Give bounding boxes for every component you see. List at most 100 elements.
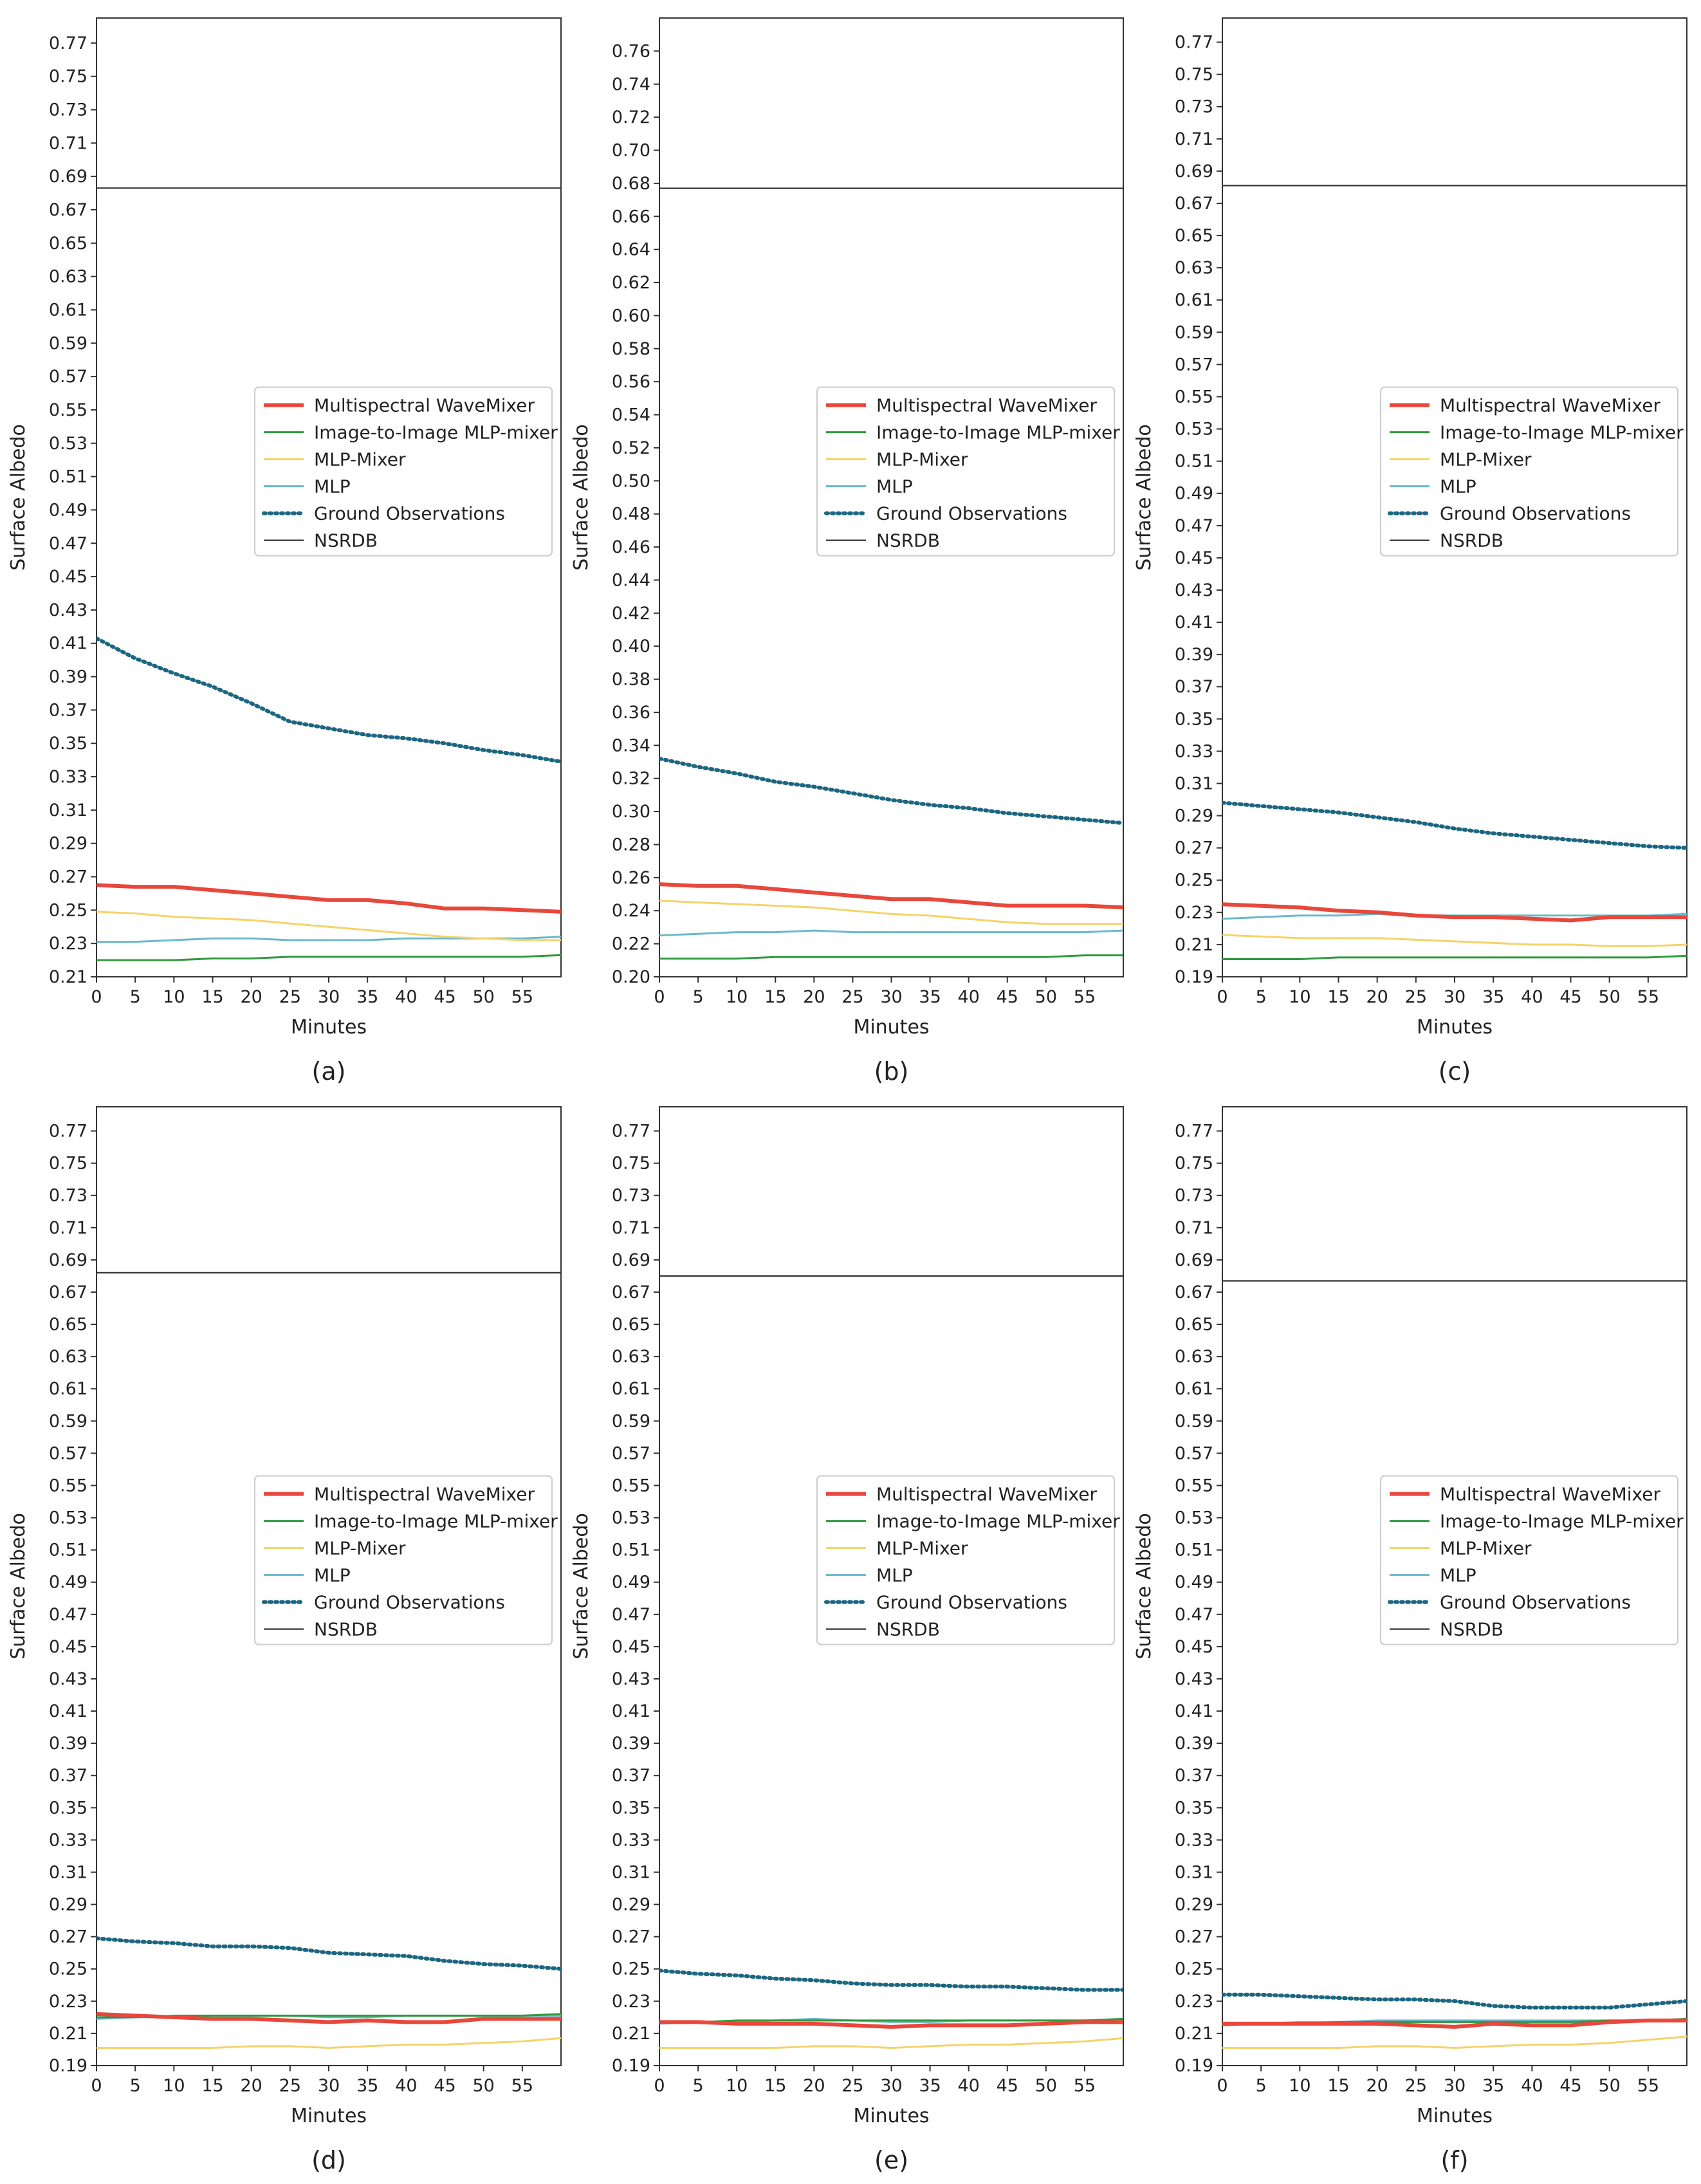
- x-tick-label: 10: [163, 2076, 185, 2096]
- x-tick-label: 15: [1327, 2076, 1349, 2096]
- y-tick-label: 0.51: [1175, 452, 1213, 472]
- legend-entry-mlp: MLP: [314, 1565, 351, 1586]
- x-tick-label: 20: [1366, 987, 1388, 1007]
- y-tick-label: 0.58: [612, 339, 650, 359]
- y-tick-label: 0.51: [49, 467, 87, 487]
- y-tick-label: 0.39: [49, 667, 87, 687]
- y-tick-label: 0.48: [612, 504, 650, 524]
- x-tick-label: 45: [1559, 987, 1581, 1007]
- x-tick-label: 5: [692, 987, 703, 1007]
- y-tick-label: 0.65: [1175, 1315, 1213, 1335]
- chart-panel-e: 0.19 0.21 0.23 0.25 0.27 0.29 0.31 0.33 0.35 0.37…: [570, 1106, 1124, 2174]
- legend-entry-ground-observations: Ground Observations: [1440, 503, 1631, 524]
- x-tick-label: 5: [1256, 2076, 1267, 2096]
- y-tick-label: 0.21: [1175, 2024, 1213, 2044]
- y-tick-label: 0.47: [49, 533, 87, 553]
- y-tick-label: 0.77: [612, 1122, 650, 1142]
- legend-box: [816, 386, 1115, 557]
- legend-entry-mlp: MLP: [876, 1565, 913, 1586]
- legend-entry-ground-observations: Ground Observations: [876, 503, 1067, 524]
- y-tick-label: 0.75: [49, 1154, 87, 1174]
- y-tick-label: 0.41: [1175, 613, 1213, 633]
- y-tick-label: 0.47: [612, 1605, 650, 1625]
- y-tick-label: 0.53: [1175, 1508, 1213, 1528]
- legend-entry-mlp-mixer: MLP-Mixer: [1440, 449, 1532, 470]
- y-tick-label: 0.29: [1175, 1895, 1213, 1915]
- y-tick-label: 0.19: [49, 2056, 87, 2076]
- y-tick-label: 0.69: [1175, 1250, 1213, 1270]
- legend-entry-image-to-image-mlp-mixer: Image-to-Image MLP-mixer: [876, 1511, 1120, 1532]
- x-tick-label: 50: [1035, 2076, 1057, 2096]
- series-line-ground-observations: [1222, 1992, 1687, 2010]
- legend: Multispectral WaveMixer Image-to-Image ML…: [254, 1475, 558, 1645]
- y-tick-label: 0.21: [49, 967, 87, 987]
- y-tick-label: 0.24: [612, 901, 650, 921]
- series-line-ground-observations: [97, 636, 561, 764]
- y-tick-label: 0.67: [49, 1282, 87, 1302]
- y-tick-label: 0.73: [49, 100, 87, 120]
- y-tick-label: 0.37: [612, 1766, 650, 1786]
- legend-entry-multispectral-wavemixer: Multispectral WaveMixer: [876, 1484, 1097, 1505]
- y-tick-label: 0.51: [1175, 1541, 1213, 1560]
- x-tick-label: 0: [91, 987, 102, 1007]
- y-tick-label: 0.71: [1175, 1218, 1213, 1238]
- legend-entry-mlp-mixer: MLP-Mixer: [1440, 1538, 1532, 1559]
- legend-box: [1380, 386, 1678, 557]
- legend-entry-multispectral-wavemixer: Multispectral WaveMixer: [314, 1484, 535, 1505]
- x-tick-label: 30: [880, 2076, 902, 2096]
- y-tick-label: 0.72: [612, 107, 650, 127]
- x-tick-label: 15: [1327, 987, 1349, 1007]
- series-line-multispectral-wavemixer: [1222, 902, 1687, 923]
- x-tick-label: 55: [511, 987, 533, 1007]
- legend-entry-image-to-image-mlp-mixer: Image-to-Image MLP-mixer: [1440, 422, 1684, 443]
- y-tick-label: 0.68: [612, 174, 650, 194]
- x-tick-label: 10: [726, 987, 748, 1007]
- y-tick-label: 0.33: [49, 1830, 87, 1850]
- legend-entry-multispectral-wavemixer: Multispectral WaveMixer: [1440, 1484, 1660, 1505]
- y-tick-label: 0.77: [49, 33, 87, 53]
- y-tick-label: 0.73: [49, 1186, 87, 1206]
- y-axis-label: Surface Albedo: [570, 1513, 593, 1660]
- legend-entry-mlp: MLP: [1440, 476, 1476, 497]
- x-tick-label: 45: [997, 987, 1018, 1007]
- chart-panel-c: 0.19 0.21 0.23 0.25 0.27 0.29 0.31 0.33 0.35 0.37…: [1133, 17, 1687, 1086]
- y-tick-label: 0.31: [1175, 773, 1213, 793]
- x-tick-label: 25: [1405, 2076, 1427, 2096]
- x-tick-label: 55: [1637, 2076, 1659, 2096]
- legend-entry-mlp-mixer: MLP-Mixer: [314, 1538, 406, 1559]
- y-axis-label: Surface Albedo: [7, 1513, 30, 1660]
- y-tick-label: 0.27: [49, 1927, 87, 1947]
- y-tick-label: 0.61: [1175, 290, 1213, 310]
- x-tick-label: 25: [279, 2076, 301, 2096]
- y-tick-label: 0.57: [49, 367, 87, 387]
- y-tick-label: 0.61: [1175, 1379, 1213, 1399]
- x-tick-label: 40: [1521, 2076, 1543, 2096]
- x-tick-label: 50: [472, 987, 494, 1007]
- y-tick-label: 0.70: [612, 141, 650, 161]
- x-tick-label: 40: [957, 2076, 979, 2096]
- x-tick-label: 50: [1035, 987, 1057, 1007]
- series-line-ground-observations: [659, 756, 1123, 826]
- legend-entry-mlp-mixer: MLP-Mixer: [876, 1538, 968, 1559]
- y-tick-label: 0.65: [1175, 226, 1213, 246]
- x-axis-label: Minutes: [853, 2105, 929, 2127]
- y-tick-label: 0.35: [49, 1798, 87, 1818]
- x-tick-label: 35: [356, 987, 378, 1007]
- y-tick-label: 0.19: [1175, 967, 1213, 987]
- y-tick-label: 0.27: [1175, 1927, 1213, 1947]
- legend: Multispectral WaveMixer Image-to-Image ML…: [816, 386, 1120, 557]
- panel-caption: (b): [874, 1057, 909, 1086]
- x-tick-label: 40: [957, 987, 979, 1007]
- legend-entry-nsrdb: NSRDB: [1440, 1619, 1503, 1640]
- y-tick-label: 0.20: [612, 967, 650, 987]
- legend: Multispectral WaveMixer Image-to-Image ML…: [816, 1475, 1120, 1645]
- y-tick-label: 0.49: [49, 1573, 87, 1593]
- legend-box: [254, 1475, 553, 1645]
- legend-entry-mlp: MLP: [1440, 1565, 1476, 1586]
- y-tick-label: 0.57: [49, 1443, 87, 1463]
- legend-entry-nsrdb: NSRDB: [1440, 530, 1503, 551]
- y-tick-label: 0.59: [1175, 322, 1213, 342]
- series-line-multispectral-wavemixer: [659, 882, 1123, 910]
- series-line-multispectral-wavemixer: [659, 2020, 1123, 2029]
- x-tick-label: 20: [240, 987, 262, 1007]
